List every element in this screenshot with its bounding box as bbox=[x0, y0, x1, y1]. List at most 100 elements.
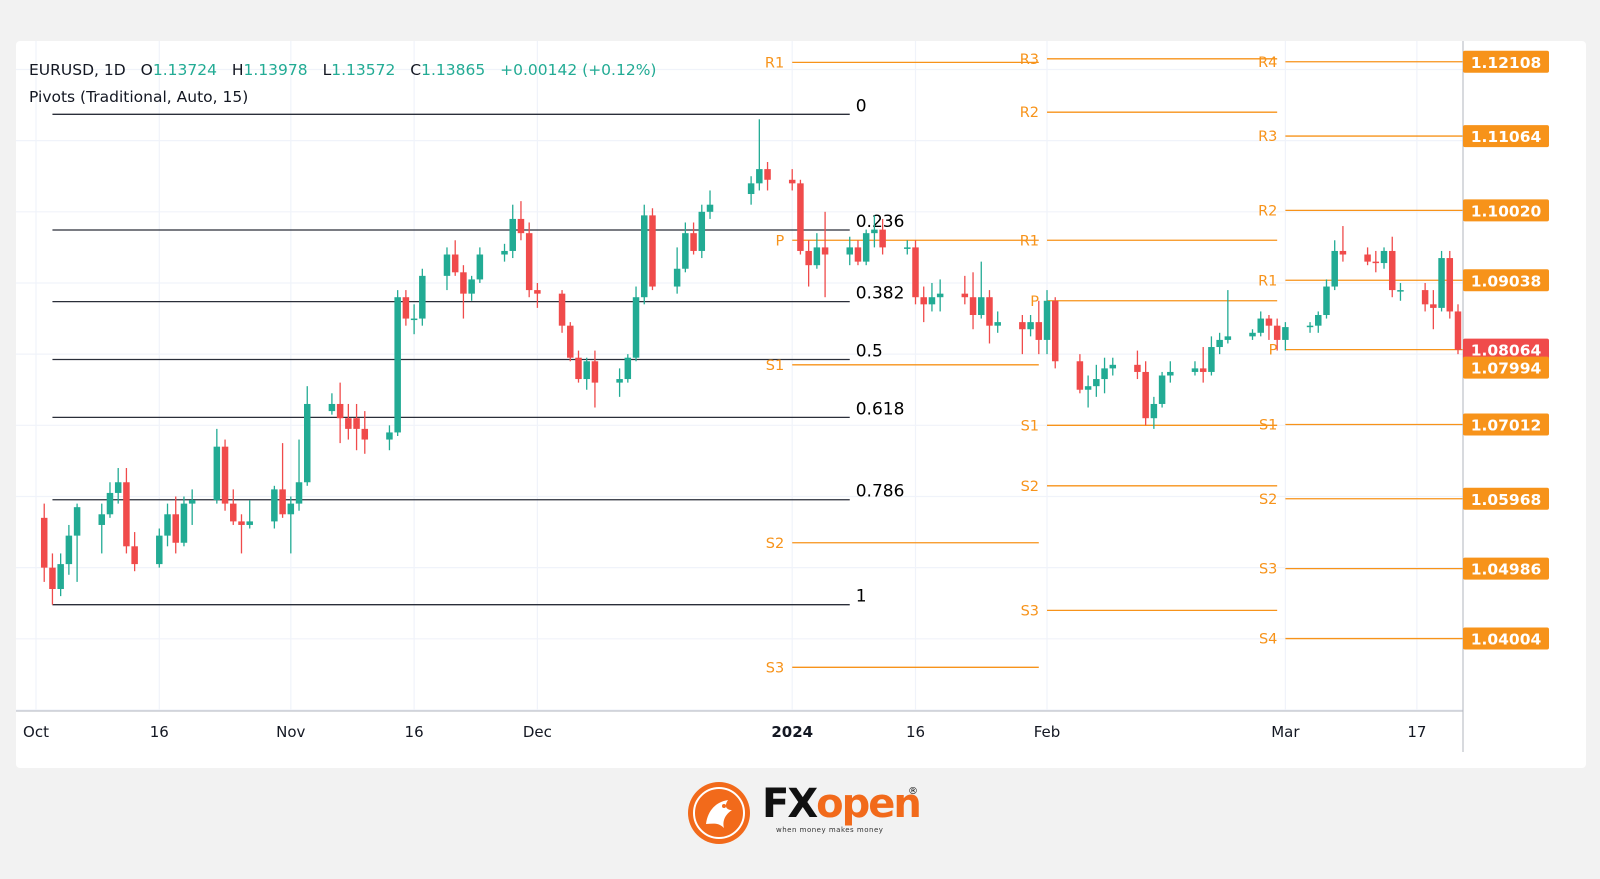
candle-body bbox=[188, 500, 196, 504]
candle-body bbox=[969, 297, 977, 316]
candle bbox=[1027, 315, 1034, 337]
candle-body bbox=[788, 179, 796, 184]
candle-body bbox=[123, 482, 130, 547]
candle-body bbox=[673, 268, 681, 287]
candle bbox=[805, 240, 812, 287]
pivot-level-label: S1 bbox=[1259, 417, 1277, 433]
candle bbox=[1372, 250, 1380, 273]
candle bbox=[1438, 250, 1445, 312]
pivot-level-label: R2 bbox=[1258, 203, 1277, 219]
candle-body bbox=[1306, 325, 1314, 328]
candle bbox=[747, 176, 755, 205]
candle-body bbox=[1364, 254, 1371, 262]
candle-body bbox=[1454, 311, 1462, 350]
candle bbox=[468, 275, 475, 301]
candle bbox=[1191, 361, 1199, 376]
candle bbox=[1265, 315, 1273, 340]
price-label-text: 1.10020 bbox=[1471, 202, 1542, 220]
candle-body bbox=[862, 233, 870, 262]
indicator-legend[interactable]: Pivots (Traditional, Auto, 15) bbox=[29, 88, 248, 106]
chart-card bbox=[16, 41, 1586, 768]
symbol-name[interactable]: EURUSD, 1D bbox=[29, 61, 126, 79]
price-label-box bbox=[1463, 413, 1549, 436]
price-label-text: 1.05968 bbox=[1471, 491, 1542, 509]
pivot-level-label: S1 bbox=[1021, 418, 1039, 434]
candle bbox=[912, 240, 919, 305]
candle bbox=[904, 240, 911, 255]
candle-body bbox=[40, 517, 48, 568]
candle bbox=[1109, 357, 1117, 376]
price-label-box bbox=[1463, 50, 1549, 73]
price-label-text: 1.07994 bbox=[1471, 360, 1542, 378]
candle-body bbox=[180, 503, 188, 543]
pivot-level-label: S1 bbox=[766, 358, 784, 374]
candle bbox=[698, 204, 706, 259]
candle bbox=[1315, 311, 1322, 333]
candle-body bbox=[904, 247, 911, 249]
pivot-level-label: R3 bbox=[1258, 129, 1277, 145]
candle-body bbox=[328, 403, 336, 412]
candle-body bbox=[632, 297, 640, 358]
candle-body bbox=[575, 357, 582, 380]
candle bbox=[114, 468, 122, 504]
candle bbox=[279, 443, 286, 518]
candle bbox=[936, 279, 944, 312]
price-label-text: 1.08064 bbox=[1471, 342, 1542, 360]
price-label-box bbox=[1463, 125, 1549, 148]
candle-body bbox=[419, 275, 426, 319]
candle bbox=[287, 496, 295, 554]
candle-body bbox=[1109, 364, 1117, 369]
candle-body bbox=[1216, 339, 1223, 348]
candle bbox=[871, 215, 878, 248]
candle bbox=[813, 233, 821, 269]
candle-body bbox=[213, 446, 221, 501]
price-axis-label: 1.09038 bbox=[1463, 269, 1549, 292]
candle bbox=[40, 503, 48, 582]
pivot-level-label: S3 bbox=[1259, 562, 1277, 578]
candle-body bbox=[1273, 325, 1281, 340]
pivot-level-label: S2 bbox=[1021, 479, 1039, 495]
candle bbox=[476, 247, 484, 283]
candle-body bbox=[764, 169, 771, 180]
candle bbox=[1043, 290, 1051, 355]
indicator-name[interactable]: Pivots (Traditional, Auto, 15) bbox=[29, 88, 249, 106]
candle bbox=[534, 282, 541, 308]
candle-body bbox=[690, 233, 697, 251]
candle-body bbox=[303, 403, 311, 483]
candle-body bbox=[1265, 318, 1273, 326]
candle bbox=[649, 208, 656, 291]
candle-body bbox=[682, 233, 689, 269]
candle bbox=[501, 243, 508, 262]
open-value: 1.13724 bbox=[152, 61, 217, 79]
price-label-box bbox=[1463, 199, 1549, 222]
candle bbox=[673, 247, 681, 294]
candle bbox=[1019, 315, 1026, 355]
candle-body bbox=[1035, 322, 1043, 340]
candle-body bbox=[1208, 347, 1215, 372]
x-axis-tick-label: Feb bbox=[1034, 723, 1061, 741]
candle bbox=[246, 500, 253, 529]
pivot-level-label: S3 bbox=[1021, 603, 1039, 619]
candle-body bbox=[73, 507, 81, 536]
pivot-level-label: S3 bbox=[766, 660, 784, 676]
candle-body bbox=[756, 169, 763, 184]
candle bbox=[460, 265, 467, 319]
candle bbox=[386, 425, 393, 451]
candle-body bbox=[345, 418, 352, 429]
candle bbox=[131, 532, 138, 572]
price-axis-label: 1.07012 bbox=[1463, 413, 1549, 436]
candle-body bbox=[353, 418, 360, 429]
pivot-level-label: R1 bbox=[765, 55, 784, 71]
candle-body bbox=[131, 546, 138, 565]
candle bbox=[682, 222, 689, 273]
candle-body bbox=[443, 254, 451, 276]
candle-body bbox=[517, 218, 525, 234]
candle bbox=[221, 439, 229, 511]
candle-body bbox=[1019, 322, 1026, 330]
candle-body bbox=[534, 290, 541, 294]
price-label-text: 1.11064 bbox=[1471, 128, 1542, 146]
candle bbox=[1306, 322, 1314, 333]
candle bbox=[632, 286, 640, 362]
